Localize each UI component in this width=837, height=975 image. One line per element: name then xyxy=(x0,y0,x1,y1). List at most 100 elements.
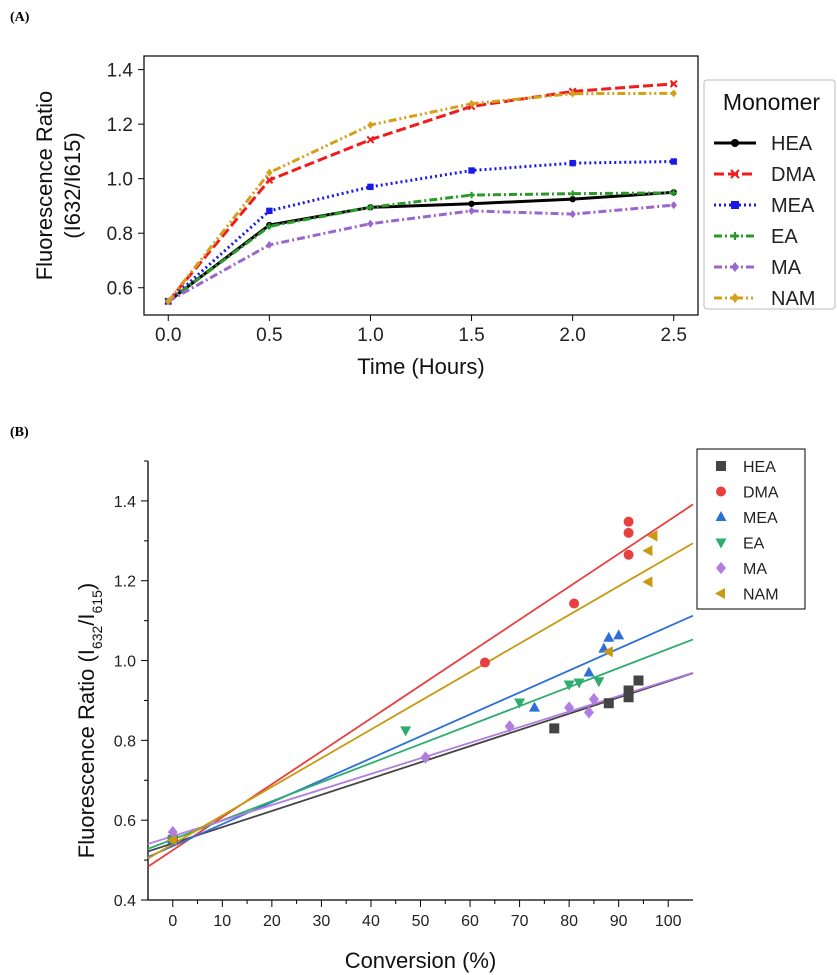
fit-line-nam xyxy=(147,542,694,860)
data-point-nam xyxy=(367,120,374,129)
panel-label-a: (A) xyxy=(10,10,30,25)
x-tick-label-a: 2.5 xyxy=(661,325,687,346)
data-point-ma xyxy=(420,751,431,764)
y-tick-label-b: 1.0 xyxy=(114,654,136,671)
y-tick-label-b: 0.4 xyxy=(114,893,136,910)
x-tick-label-b: 70 xyxy=(511,913,529,930)
legend-marker-nam xyxy=(731,293,739,303)
data-point-ea xyxy=(670,189,677,197)
legend-box-b xyxy=(696,448,806,610)
x-tick-label-b: 30 xyxy=(313,913,331,930)
legend-label-nam: NAM xyxy=(743,587,779,604)
series-line-nam xyxy=(167,91,674,303)
x-tick-label-b: 60 xyxy=(461,913,479,930)
data-point-dma xyxy=(366,135,375,144)
data-point-dma xyxy=(569,598,580,609)
data-point-mea xyxy=(569,159,576,167)
x-tick-label-a: 2.0 xyxy=(559,325,585,346)
data-point-ea xyxy=(514,698,526,709)
y-tick-label-a: 1.2 xyxy=(107,115,133,136)
legend-marker-ma xyxy=(731,262,739,272)
data-point-hea xyxy=(623,685,634,696)
data-point-dma xyxy=(669,79,678,88)
legend-title-a: Monomer xyxy=(723,89,820,115)
fit-line-ea xyxy=(147,638,694,850)
data-point-ea xyxy=(266,223,273,230)
data-point-ma xyxy=(588,693,599,706)
data-point-ma xyxy=(504,720,515,733)
y-tick-label-a: 1.0 xyxy=(107,170,133,191)
legend-marker-nam xyxy=(715,588,725,599)
legend-label-ma: MA xyxy=(771,257,802,279)
legend-marker-hea xyxy=(716,461,726,471)
y-tick-label-a: 0.6 xyxy=(107,279,133,300)
panel-label-b: (B) xyxy=(10,425,29,440)
y-tick-label-b: 1.4 xyxy=(114,494,136,511)
data-point-hea xyxy=(603,698,614,709)
x-axis-title-b: Conversion (%) xyxy=(345,948,497,973)
legend-marker-dma xyxy=(716,486,726,497)
legend-label-nam: NAM xyxy=(771,288,815,310)
fit-line-dma xyxy=(147,503,694,868)
chart-a-time-course: 0.0 0.5 1.0 1.5 2.0 2.5 0.6 0.8 1.0 1.2 1.4 Time (H… xyxy=(32,55,836,379)
legend-marker-mea xyxy=(715,511,727,521)
x-tick-label-b: 80 xyxy=(560,913,578,930)
data-point-nam xyxy=(468,99,475,108)
data-point-ma xyxy=(266,240,273,249)
legend-label-dma: DMA xyxy=(771,164,816,186)
data-point-nam xyxy=(165,297,172,306)
y-tick-label-a: 1.4 xyxy=(107,61,134,82)
data-point-ea xyxy=(400,726,412,737)
data-point-ma xyxy=(167,825,178,839)
data-point-dma xyxy=(623,516,634,527)
data-point-hea xyxy=(549,723,560,734)
data-point-nam xyxy=(569,89,576,98)
series-line-mea xyxy=(167,160,674,303)
y-tick-label-b: 0.8 xyxy=(114,733,136,750)
legend-label-hea: HEA xyxy=(743,459,776,476)
x-tick-label-b: 40 xyxy=(362,913,380,930)
data-point-mea xyxy=(468,167,475,174)
plot-frame-a xyxy=(143,55,699,316)
data-point-ea xyxy=(563,680,575,691)
data-point-ea xyxy=(367,204,374,211)
data-point-mea xyxy=(266,207,273,215)
legend-box-a xyxy=(703,79,836,310)
data-point-ma xyxy=(670,201,677,210)
data-point-nam xyxy=(642,545,653,557)
data-point-nam xyxy=(647,530,658,542)
chart-b-conversion-scatter: 0 10 20 30 40 50 60 70 80 90 100 0.4 0.6 0.8 1.0 1.2 1.4… xyxy=(74,448,806,973)
x-tick-label-a: 1.5 xyxy=(458,325,484,346)
data-point-ma xyxy=(564,701,575,714)
data-point-ma xyxy=(569,210,576,219)
data-point-ea xyxy=(468,191,475,199)
x-axis-title-a: Time (Hours) xyxy=(357,354,485,379)
legend-marker-ma xyxy=(716,561,726,575)
fit-line-mea xyxy=(147,614,694,858)
fit-line-ma xyxy=(147,671,694,845)
data-point-hea xyxy=(569,195,576,203)
data-point-dma xyxy=(623,549,634,560)
legend-label-ea: EA xyxy=(771,226,798,248)
x-tick-label-b: 20 xyxy=(263,913,281,930)
legend-marker-ea xyxy=(731,232,739,240)
legend-marker-dma xyxy=(730,169,740,179)
data-point-hea xyxy=(623,692,634,703)
data-point-ea xyxy=(573,678,585,689)
x-tick-label-a: 1.0 xyxy=(357,325,383,346)
data-point-hea xyxy=(633,675,644,686)
series-line-dma xyxy=(167,82,674,303)
y-tick-label-b: 1.2 xyxy=(114,574,136,591)
legend-label-mea: MEA xyxy=(771,195,815,217)
data-point-ea xyxy=(569,190,576,197)
fit-line-hea xyxy=(147,672,694,853)
data-point-ea xyxy=(593,677,605,688)
data-point-ma xyxy=(367,219,374,228)
data-point-nam xyxy=(602,646,613,658)
data-point-mea xyxy=(583,666,595,677)
data-point-mea xyxy=(528,701,540,712)
x-tick-label-b: 100 xyxy=(655,913,682,930)
data-point-mea xyxy=(603,631,615,642)
data-point-nam xyxy=(642,576,653,588)
